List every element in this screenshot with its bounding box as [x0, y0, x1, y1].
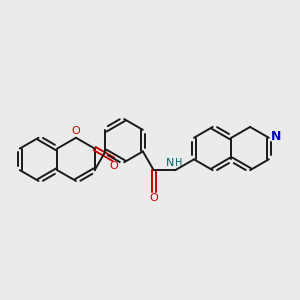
Text: O: O	[149, 193, 158, 203]
Text: N: N	[166, 158, 175, 168]
Text: N: N	[271, 130, 281, 143]
Text: H: H	[175, 158, 183, 168]
Text: O: O	[110, 161, 118, 171]
Text: O: O	[72, 126, 80, 136]
